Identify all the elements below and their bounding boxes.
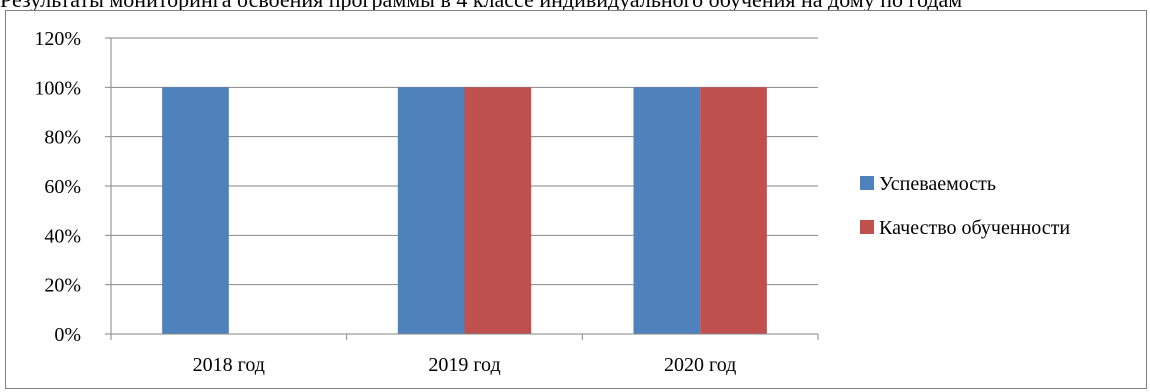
partial-top-text: Результаты мониторинга освоения программ… xyxy=(0,0,1150,11)
x-tick-label: 2018 год xyxy=(193,354,265,376)
bar-kachestvo-3 xyxy=(700,87,767,334)
y-tick-label: 20% xyxy=(44,275,81,297)
axes xyxy=(105,37,819,340)
chart-frame xyxy=(5,10,1147,389)
legend-label: Качество обученности xyxy=(879,217,1070,239)
legend-label: Успеваемость xyxy=(879,173,996,195)
y-tick-label: 80% xyxy=(44,127,81,149)
legend-swatch xyxy=(860,176,874,190)
y-tick-label: 40% xyxy=(44,225,81,247)
y-tick-labels: 0% 20% 40% 60% 80% 100% 120% xyxy=(34,28,81,346)
x-tick-labels: 2018 год 2019 год 2020 год xyxy=(193,354,737,376)
y-tick-label: 100% xyxy=(34,77,81,99)
legend-swatch xyxy=(860,220,874,234)
y-tick-label: 60% xyxy=(44,176,81,198)
bar-uspevaemost-3 xyxy=(633,87,701,334)
bar-kachestvo-2 xyxy=(464,87,532,334)
x-tick-label: 2020 год xyxy=(664,354,736,376)
y-tick-label: 0% xyxy=(54,324,81,346)
y-tick-label: 120% xyxy=(34,28,81,50)
legend: Успеваемость Качество обученности xyxy=(860,173,1070,239)
bar-uspevaemost-2 xyxy=(397,87,465,334)
bar-uspevaemost-1 xyxy=(162,87,229,334)
x-tick-label: 2019 год xyxy=(428,354,500,376)
bars xyxy=(162,87,767,334)
